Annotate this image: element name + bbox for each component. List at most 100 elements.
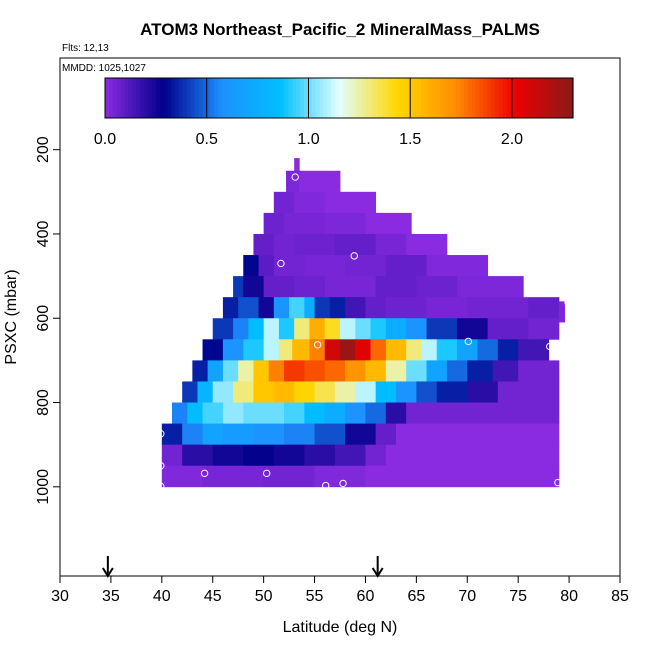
colorbar-swatch	[475, 78, 480, 118]
heatmap-cell	[212, 318, 234, 340]
colorbar-tick-label: 2.0	[501, 131, 523, 148]
colorbar-swatch	[245, 78, 250, 118]
colorbar-swatch	[210, 78, 215, 118]
heatmap-cell	[304, 255, 346, 277]
heatmap-cell	[197, 381, 214, 403]
heatmap-cell	[286, 170, 300, 193]
colorbar-swatch	[144, 78, 149, 118]
y-axis: 200 400 600 800 1000	[35, 136, 60, 505]
x-tick-label: 65	[407, 588, 425, 605]
x-tick-label: 55	[306, 588, 324, 605]
heatmap-cell	[528, 297, 560, 319]
sample-point	[200, 469, 209, 478]
heatmap-cell	[518, 339, 550, 361]
heatmap-cell	[365, 444, 387, 467]
colorbar-swatch	[526, 78, 531, 118]
colorbar-swatch	[432, 78, 438, 118]
x-axis: 30 35 40 45 50 55 60 65 70 75 80 85	[51, 576, 629, 605]
colorbar-swatch	[545, 78, 551, 118]
colorbar-swatch	[253, 78, 258, 118]
heatmap-cell	[212, 381, 234, 403]
sample-point	[554, 478, 562, 487]
x-tick-label: 60	[357, 588, 375, 605]
heatmap-cell	[436, 339, 458, 361]
heatmap-cell	[492, 360, 519, 382]
heatmap-cell	[253, 360, 270, 382]
colorbar-swatch	[315, 78, 321, 118]
heatmap-cell	[222, 297, 239, 319]
heatmap-cell	[375, 233, 407, 256]
colorbar-swatch	[120, 78, 126, 118]
heatmap-cell	[202, 465, 265, 488]
colorbar-swatch	[136, 78, 141, 118]
mmdd-label: MMDD: 1025,1027	[62, 63, 146, 74]
colorbar-swatch	[108, 78, 114, 118]
heatmap-cell	[278, 339, 293, 361]
colorbar-swatch	[202, 78, 207, 118]
heatmap-cell	[233, 318, 249, 340]
heatmap-cell	[263, 465, 315, 488]
colorbar-swatch	[514, 78, 519, 118]
heatmap-cell	[233, 381, 254, 403]
heatmap-cell	[284, 212, 326, 235]
colorbar-swatch	[440, 78, 445, 118]
heatmap-cell	[314, 423, 346, 446]
colorbar-swatch	[518, 78, 523, 118]
heatmap-cell	[426, 297, 468, 319]
colorbar-swatch	[264, 78, 270, 118]
colorbar-swatch	[405, 78, 410, 118]
heatmap-cell	[182, 381, 198, 403]
x-tick-label: 80	[560, 588, 578, 605]
sample-point	[564, 298, 572, 307]
heatmap-cell	[385, 255, 427, 277]
colorbar-swatch	[163, 78, 168, 118]
colorbar-swatch	[112, 78, 118, 118]
x-tick-label: 50	[255, 588, 273, 605]
colorbar-swatch	[198, 78, 204, 118]
heatmap-cell	[299, 170, 341, 193]
heatmap-cell	[324, 276, 377, 298]
colorbar-swatch	[417, 78, 422, 118]
colorbar-swatch	[272, 78, 278, 118]
y-tick-label: 800	[35, 389, 52, 416]
colorbar-swatch	[448, 78, 453, 118]
colorbar-swatch	[491, 78, 496, 118]
heatmap-cell	[182, 423, 203, 446]
heatmap-cell	[207, 360, 224, 382]
heatmap-cell	[187, 402, 203, 424]
colorbar-swatch	[218, 78, 223, 118]
colorbar-tick-label: 0.0	[94, 131, 116, 148]
colorbar: 0.0 0.5 1.0 1.5 2.0	[94, 77, 574, 148]
x-tick-label: 85	[611, 588, 629, 605]
colorbar-swatch	[229, 78, 235, 118]
heatmap-cell	[365, 402, 387, 424]
colorbar-swatch	[378, 78, 383, 118]
colorbar-swatch	[323, 78, 328, 118]
heatmap-cell	[385, 318, 407, 340]
heatmap-cell	[294, 158, 300, 172]
colorbar-swatch	[393, 78, 399, 118]
sample-point	[322, 481, 330, 490]
heatmap-cell	[345, 423, 377, 446]
heatmap-cell	[161, 444, 183, 467]
colorbar-swatch	[522, 78, 527, 118]
colorbar-swatch	[249, 78, 254, 118]
heatmap-cell	[243, 339, 265, 361]
colorbar-swatch	[557, 78, 562, 118]
colorbar-swatch	[128, 78, 133, 118]
colorbar-swatch	[296, 78, 301, 118]
heatmap-cell	[345, 297, 366, 319]
colorbar-tick-label: 1.5	[399, 131, 421, 148]
colorbar-swatch	[424, 78, 430, 118]
colorbar-swatch	[530, 78, 535, 118]
sample-points	[157, 173, 572, 491]
y-tick-label: 600	[35, 305, 52, 332]
colorbar-swatch	[300, 78, 305, 118]
heatmap-cell	[345, 255, 387, 277]
sample-point	[157, 482, 165, 491]
colorbar-swatch	[502, 78, 508, 118]
colorbar-swatch	[233, 78, 239, 118]
sample-point	[277, 259, 285, 268]
heatmap-cell	[294, 276, 326, 298]
heatmap-cell	[365, 465, 560, 488]
